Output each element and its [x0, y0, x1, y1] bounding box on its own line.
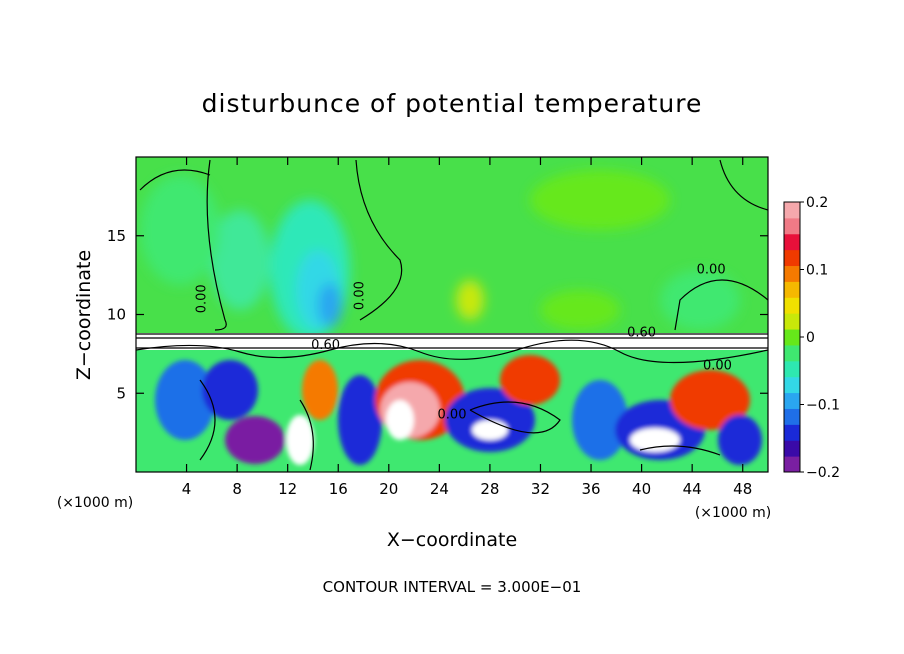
colorbar-swatch: [784, 360, 800, 378]
colorbar-swatch: [784, 344, 800, 362]
colorbar-swatch: [784, 281, 800, 298]
colorbar-swatch: [784, 408, 800, 425]
colorbar-swatch: [784, 313, 800, 330]
x-tick-label: 20: [379, 480, 398, 498]
colorbar-swatch: [784, 217, 800, 235]
x-tick-label: 4: [182, 480, 192, 498]
x-axis-ticks: 4 8 12 16 20 24 28 32 36 40 44 48: [182, 157, 752, 498]
y-tick-label: 15: [107, 227, 126, 245]
contour-label: 0.00: [353, 281, 368, 310]
x-tick-label: 16: [329, 480, 348, 498]
contour-label: 0.00: [438, 407, 467, 422]
x-tick-label: 28: [480, 480, 499, 498]
x-tick-label: 36: [581, 480, 600, 498]
inversion-band: [136, 333, 768, 350]
y-tick-label: 10: [107, 306, 126, 324]
colorbar-swatch: [784, 265, 800, 282]
colorbar-swatch: [784, 329, 800, 346]
colorbar-swatch: [784, 376, 800, 394]
colorbar-swatch: [784, 297, 800, 314]
x-tick-label: 44: [683, 480, 702, 498]
x-tick-label: 32: [531, 480, 550, 498]
y-axis-label: Z−coordinate: [73, 250, 95, 380]
x-tick-label: 12: [278, 480, 297, 498]
colorbar-swatch: [784, 392, 800, 409]
x-axis-label: X−coordinate: [387, 529, 517, 551]
x-unit-left: (×1000 m): [57, 495, 133, 511]
contour-interval-note: CONTOUR INTERVAL = 3.000E−01: [323, 578, 582, 596]
contour-label: 0.00: [697, 263, 726, 278]
upper-field-variation: [140, 170, 740, 340]
colorbar-swatch: [784, 456, 800, 473]
plot-area: [136, 157, 768, 472]
colorbar-tick-label: −0.2: [806, 465, 840, 481]
colorbar-swatch: [784, 202, 800, 219]
colorbar-swatch: [784, 440, 800, 457]
colorbar-ticks: 0.2 0.1 0 −0.1 −0.2: [800, 195, 840, 481]
contour-labels: 0.00 0.00 0.00 0.60 0.60 0.00 0.00: [195, 263, 732, 423]
x-tick-label: 24: [430, 480, 449, 498]
contour-label: 0.60: [311, 338, 340, 353]
contour-label: 0.60: [627, 326, 656, 341]
x-unit-right: (×1000 m): [695, 505, 771, 521]
colorbar: [784, 202, 800, 473]
colorbar-swatch: [784, 233, 800, 251]
colorbar-tick-label: 0.2: [806, 195, 828, 211]
chart-title: disturbunce of potential temperature: [202, 89, 703, 118]
contour-lines: [136, 159, 768, 471]
colorbar-tick-label: −0.1: [806, 398, 840, 414]
colorbar-swatch: [784, 424, 800, 441]
y-axis-ticks: 5 10 15: [107, 227, 768, 402]
colorbar-tick-label: 0.1: [806, 263, 828, 279]
x-tick-label: 8: [232, 480, 242, 498]
x-tick-label: 40: [632, 480, 651, 498]
contour-label: 0.00: [195, 284, 210, 313]
colorbar-swatch: [784, 249, 800, 267]
y-tick-label: 5: [116, 384, 126, 402]
x-tick-label: 48: [733, 480, 752, 498]
contour-label: 0.00: [703, 359, 732, 374]
colorbar-tick-label: 0: [806, 330, 815, 346]
